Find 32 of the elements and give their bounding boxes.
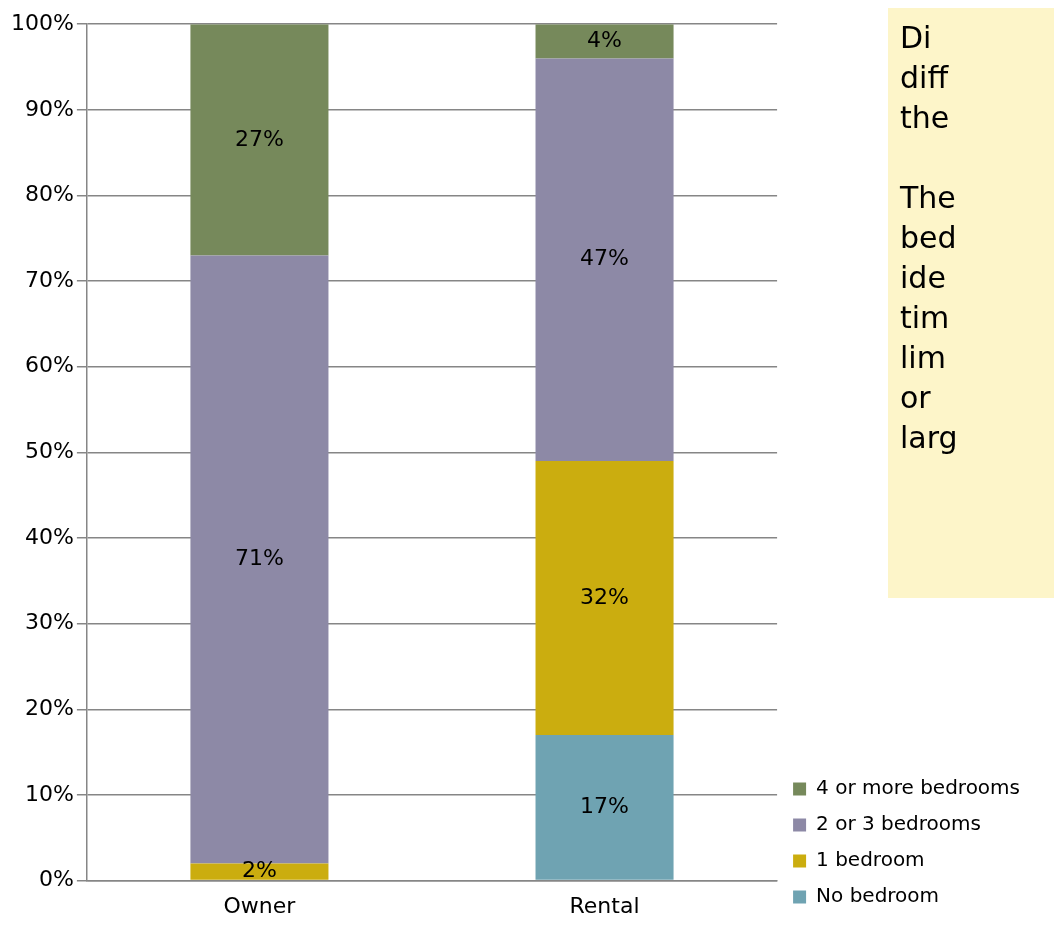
y-tick-label: 70% xyxy=(24,266,74,292)
y-tick-label: 30% xyxy=(24,609,74,635)
y-tick-label: 100% xyxy=(10,9,74,35)
text: The bed ide tim lim or larg xyxy=(900,179,959,457)
y-tick-label: 80% xyxy=(24,181,74,207)
bar xyxy=(190,24,329,256)
bar xyxy=(535,735,674,880)
data-label: 17% xyxy=(580,793,629,819)
data-label: 47% xyxy=(580,245,629,271)
legend-label: 1 bedroom xyxy=(816,847,925,872)
legend-label: 2 or 3 bedrooms xyxy=(816,811,981,836)
y-tick-label: 50% xyxy=(24,438,74,464)
y-tick-label: 0% xyxy=(38,866,74,892)
x-tick-label: Owner xyxy=(223,892,297,918)
y-tick-label: 40% xyxy=(24,523,74,549)
data-label: 71% xyxy=(234,545,284,571)
bar xyxy=(535,58,674,461)
legend-label: 4 or more bedrooms xyxy=(816,775,1021,800)
data-label: 4% xyxy=(587,27,622,53)
y-tick-label: 10% xyxy=(24,780,74,806)
data-label: 32% xyxy=(580,583,629,609)
data-label: 2% xyxy=(241,857,277,883)
text: Di diff the xyxy=(900,19,951,137)
y-tick-label: 20% xyxy=(24,695,74,721)
legend-label: No bedroom xyxy=(816,883,940,908)
data-label: 27% xyxy=(234,125,284,151)
bar xyxy=(535,460,674,736)
y-tick-label: 90% xyxy=(24,95,74,121)
y-tick-label: 60% xyxy=(24,352,74,378)
bar xyxy=(190,863,329,880)
x-tick-label: Rental xyxy=(569,892,640,918)
bar xyxy=(535,24,674,59)
